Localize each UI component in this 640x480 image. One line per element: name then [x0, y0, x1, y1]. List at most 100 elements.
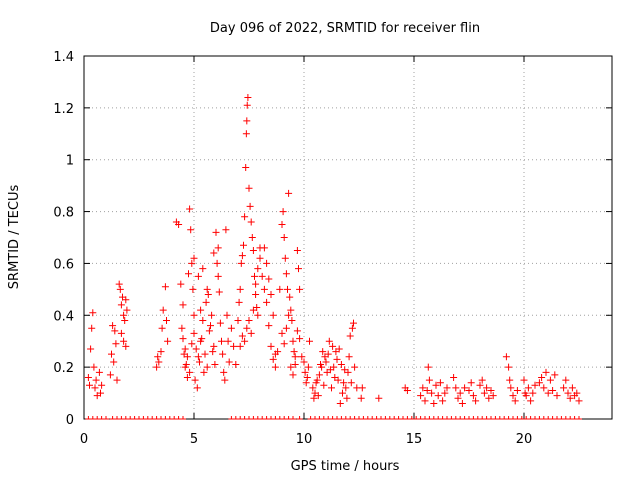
data-point	[177, 280, 185, 288]
data-point	[351, 363, 359, 371]
data-point	[157, 348, 165, 356]
data-point	[222, 226, 230, 234]
data-point	[304, 363, 312, 371]
data-point	[181, 345, 189, 353]
data-point	[300, 358, 308, 366]
data-point	[254, 311, 262, 319]
data-point	[269, 311, 277, 319]
data-point	[245, 184, 253, 192]
data-point	[238, 332, 246, 340]
data-point	[221, 376, 229, 384]
data-point	[551, 371, 559, 379]
data-point	[220, 368, 228, 376]
data-point	[298, 353, 306, 361]
data-point	[247, 329, 255, 337]
data-point	[330, 363, 338, 371]
data-point	[329, 342, 337, 350]
data-point	[120, 337, 128, 345]
data-point	[336, 399, 344, 407]
data-point	[348, 324, 356, 332]
data-point	[249, 306, 257, 314]
data-point	[452, 384, 460, 392]
data-point	[198, 335, 206, 343]
data-point	[271, 350, 279, 358]
y-tick-label: 0.8	[53, 206, 74, 221]
data-point	[419, 384, 427, 392]
data-point	[310, 394, 318, 402]
data-point	[232, 361, 240, 369]
data-point	[90, 363, 98, 371]
data-point	[115, 280, 123, 288]
data-point	[116, 285, 124, 293]
data-point	[434, 392, 442, 400]
data-point	[271, 363, 279, 371]
data-point	[260, 285, 268, 293]
data-point	[282, 324, 290, 332]
data-point	[112, 340, 120, 348]
zero-point	[290, 416, 296, 420]
data-point	[290, 348, 298, 356]
data-point	[375, 394, 383, 402]
data-point	[88, 324, 96, 332]
data-point	[553, 392, 561, 400]
data-point	[340, 379, 348, 387]
data-point	[566, 394, 574, 402]
data-point	[319, 348, 327, 356]
data-point	[542, 368, 550, 376]
data-point	[538, 374, 546, 382]
data-point	[207, 322, 214, 330]
data-point	[154, 353, 162, 361]
data-point	[421, 397, 429, 405]
data-point	[242, 163, 250, 171]
y-tick-label: 0.4	[53, 309, 74, 324]
data-point	[203, 285, 211, 293]
data-point	[210, 249, 218, 257]
data-point	[110, 358, 118, 366]
data-point	[505, 363, 513, 371]
y-tick-label: 0.6	[53, 257, 74, 272]
data-point	[423, 386, 431, 394]
y-tick-label: 0	[66, 413, 74, 428]
data-point	[183, 374, 191, 382]
data-point	[278, 221, 286, 229]
data-point	[357, 394, 365, 402]
data-point	[301, 368, 309, 376]
data-point	[303, 374, 311, 382]
x-tick-label: 5	[190, 432, 198, 447]
data-point	[251, 272, 258, 280]
data-point	[278, 329, 286, 337]
data-point	[89, 309, 97, 317]
zero-point	[296, 416, 303, 420]
data-point	[320, 381, 328, 389]
data-point	[163, 316, 170, 324]
data-point	[254, 265, 262, 273]
data-point	[211, 361, 219, 369]
data-point	[520, 376, 528, 384]
data-point	[347, 379, 355, 387]
data-point	[317, 361, 324, 369]
data-point	[562, 376, 570, 384]
data-point	[544, 389, 552, 397]
data-point	[323, 368, 331, 376]
data-point	[424, 363, 432, 371]
data-point	[443, 384, 451, 392]
y-tick-label: 0.2	[53, 361, 74, 376]
data-point	[506, 376, 514, 384]
data-point	[342, 384, 350, 392]
data-point	[86, 381, 93, 389]
data-point	[155, 358, 163, 366]
data-point	[425, 376, 433, 384]
data-point	[197, 306, 205, 314]
data-point	[91, 384, 99, 392]
data-point	[212, 228, 220, 236]
data-point	[224, 337, 232, 345]
data-point	[225, 358, 233, 366]
data-point	[117, 301, 125, 309]
data-point	[489, 392, 497, 400]
data-point	[191, 376, 199, 384]
data-point	[193, 384, 201, 392]
data-point	[243, 117, 251, 125]
data-point	[161, 283, 169, 291]
grid	[83, 55, 612, 420]
data-point	[213, 259, 221, 267]
